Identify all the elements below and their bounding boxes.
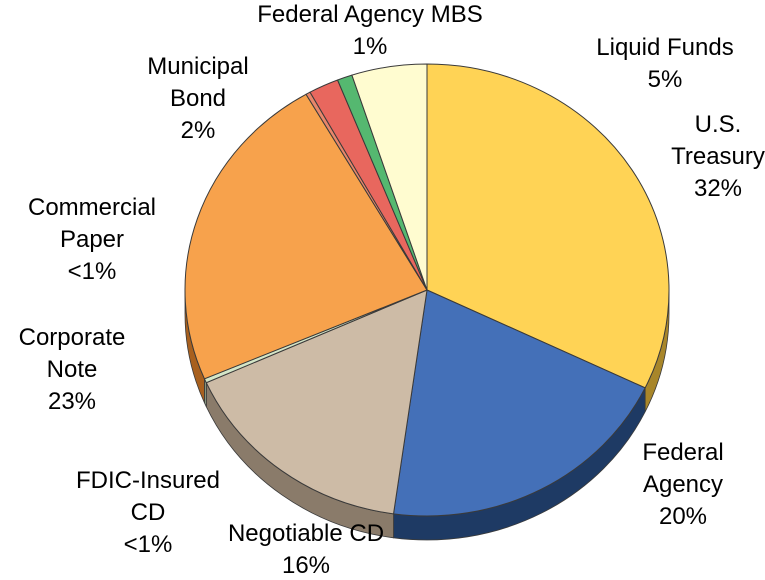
- slice-label-line: Federal: [642, 439, 723, 466]
- slice-label-line: Liquid Funds: [596, 34, 733, 61]
- slice-label-line: Treasury: [671, 143, 765, 170]
- slice-label-5: Commercial Paper <1%: [28, 194, 156, 285]
- slice-label-line: Agency: [643, 471, 723, 498]
- slice-label-line: 20%: [659, 503, 707, 530]
- slice-label-line: 1%: [353, 33, 388, 60]
- slice-label-6: Municipal Bond 2%: [147, 53, 248, 144]
- slice-labels: U.S. Treasury 32% Federal Agency 20% Negotiabl…: [19, 1, 765, 579]
- slice-label-1: Federal Agency 20%: [642, 439, 723, 530]
- slice-1: [393, 289, 646, 517]
- pie-sides: [184, 289, 670, 541]
- slice-label-line: 32%: [694, 175, 742, 202]
- slice-2: [205, 289, 428, 515]
- slice-label-line: <1%: [124, 531, 173, 558]
- slice-label-2: Negotiable CD 16%: [228, 520, 384, 579]
- slice-0: [426, 63, 670, 389]
- slice-label-4: Corporate Note 23%: [19, 324, 126, 415]
- slice-label-3: FDIC-Insured CD <1%: [76, 467, 220, 558]
- slice-label-0: U.S. Treasury 32%: [671, 111, 765, 202]
- slice-label-line: 23%: [48, 388, 96, 415]
- slice-label-line: Federal Agency MBS: [257, 1, 482, 28]
- slice-label-line: Paper: [60, 226, 124, 253]
- slice-label-8: Liquid Funds 5%: [596, 34, 733, 93]
- slice-label-line: Negotiable CD: [228, 520, 384, 547]
- slice-label-line: 2%: [181, 117, 216, 144]
- slice-label-line: 16%: [282, 552, 330, 579]
- slice-label-line: CD: [131, 499, 166, 526]
- pie-slices: [184, 63, 670, 517]
- slice-label-line: Corporate: [19, 324, 126, 351]
- slice-label-7: Federal Agency MBS 1%: [257, 1, 482, 60]
- slice-label-line: Commercial: [28, 194, 156, 221]
- slice-label-line: <1%: [68, 258, 117, 285]
- slice-4: [184, 93, 428, 380]
- slice-label-line: Bond: [170, 85, 226, 112]
- slice-label-line: FDIC-Insured: [76, 467, 220, 494]
- slice-label-line: U.S.: [695, 111, 742, 138]
- slice-label-line: Note: [47, 356, 98, 383]
- slice-label-line: Municipal: [147, 53, 248, 80]
- slice-8: [351, 63, 428, 291]
- slice-label-line: 5%: [648, 66, 683, 93]
